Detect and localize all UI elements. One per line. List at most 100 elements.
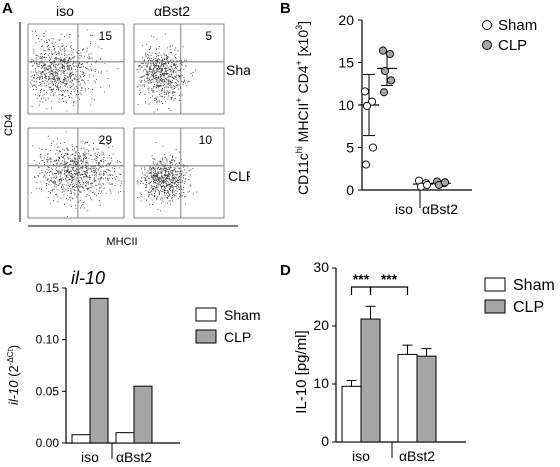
flow-event-dot bbox=[65, 162, 67, 164]
flow-event-dot bbox=[103, 152, 105, 154]
flow-event-dot bbox=[44, 64, 46, 66]
flow-event-dot bbox=[59, 183, 60, 185]
flow-event-dot bbox=[141, 193, 142, 195]
flow-event-dot bbox=[56, 72, 58, 74]
flow-event-dot bbox=[65, 163, 67, 165]
flow-event-dot bbox=[70, 161, 72, 162]
flow-event-dot bbox=[147, 74, 149, 75]
flow-event-dot bbox=[70, 205, 72, 207]
flow-event-dot bbox=[153, 172, 155, 173]
flow-event-dot bbox=[108, 182, 110, 184]
flow-event-dot bbox=[73, 62, 75, 64]
flow-event-dot bbox=[50, 143, 52, 144]
flow-event-dot bbox=[178, 187, 180, 188]
flow-event-dot bbox=[151, 68, 153, 70]
flow-event-dot bbox=[49, 71, 51, 73]
flow-event-dot bbox=[147, 170, 149, 172]
flow-event-dot bbox=[69, 64, 71, 66]
flow-event-dot bbox=[162, 181, 164, 183]
flow-event-dot bbox=[84, 155, 86, 157]
flow-event-dot bbox=[186, 81, 188, 83]
flow-event-dot bbox=[164, 91, 166, 93]
flow-event-dot bbox=[78, 189, 80, 191]
flow-event-dot bbox=[188, 80, 190, 82]
flow-event-dot bbox=[155, 86, 157, 87]
flow-event-dot bbox=[41, 169, 43, 171]
flow-event-dot bbox=[67, 154, 69, 156]
flow-event-dot bbox=[107, 78, 109, 80]
flow-event-dot bbox=[91, 98, 93, 100]
flow-event-dot bbox=[154, 168, 156, 170]
flow-event-dot bbox=[70, 73, 72, 75]
flow-event-dot bbox=[73, 102, 75, 103]
flow-event-dot bbox=[39, 73, 41, 75]
flow-event-dot bbox=[183, 82, 184, 83]
flow-event-dot bbox=[162, 81, 164, 83]
flow-event-dot bbox=[184, 196, 186, 198]
flow-event-dot bbox=[65, 58, 67, 60]
flow-event-dot bbox=[50, 80, 52, 82]
flow-event-dot bbox=[72, 174, 74, 175]
flow-event-dot bbox=[182, 46, 184, 48]
panel-label-c: C bbox=[2, 262, 13, 279]
flow-event-dot bbox=[103, 187, 105, 189]
flow-event-dot bbox=[31, 65, 33, 67]
flow-event-dot bbox=[103, 166, 105, 168]
flow-event-dot bbox=[161, 199, 163, 201]
flow-event-dot bbox=[167, 191, 168, 193]
flow-event-dot bbox=[162, 179, 164, 181]
flow-event-dot bbox=[173, 194, 174, 196]
flow-event-dot bbox=[165, 63, 166, 64]
flow-event-dot bbox=[169, 45, 171, 47]
flow-event-dot bbox=[96, 194, 98, 196]
flow-event-dot bbox=[83, 72, 84, 74]
flow-event-dot bbox=[152, 91, 154, 93]
flow-event-dot bbox=[152, 188, 154, 190]
flow-event-dot bbox=[81, 55, 82, 57]
flow-event-dot bbox=[141, 77, 143, 79]
flow-event-dot bbox=[184, 79, 185, 81]
flow-event-dot bbox=[151, 173, 152, 175]
flow-event-dot bbox=[164, 68, 166, 70]
flow-event-dot bbox=[170, 186, 172, 188]
flow-event-dot bbox=[52, 53, 54, 55]
flow-event-dot bbox=[45, 30, 47, 32]
flow-event-dot bbox=[187, 191, 189, 193]
flow-event-dot bbox=[59, 180, 61, 182]
flow-event-dot bbox=[39, 173, 41, 175]
flow-event-dot bbox=[67, 65, 69, 67]
flow-event-dot bbox=[74, 154, 76, 156]
flow-event-dot bbox=[84, 151, 86, 153]
flow-event-dot bbox=[181, 170, 183, 172]
flow-event-dot bbox=[170, 82, 172, 84]
flow-event-dot bbox=[44, 59, 46, 61]
flow-event-dot bbox=[168, 87, 169, 89]
flow-event-dot bbox=[86, 62, 88, 64]
flow-event-dot bbox=[170, 185, 172, 187]
flow-event-dot bbox=[150, 55, 152, 57]
flow-event-dot bbox=[53, 73, 55, 75]
flow-event-dot bbox=[48, 184, 50, 186]
flow-event-dot bbox=[63, 72, 65, 74]
flow-event-dot bbox=[75, 79, 77, 81]
flow-event-dot bbox=[71, 50, 73, 52]
flow-event-dot bbox=[67, 68, 68, 69]
flow-event-dot bbox=[94, 181, 96, 183]
flow-event-dot bbox=[166, 167, 168, 169]
flow-event-dot bbox=[58, 63, 59, 65]
flow-event-dot bbox=[59, 81, 61, 82]
flow-event-dot bbox=[90, 43, 91, 44]
flow-event-dot bbox=[41, 46, 43, 47]
flow-event-dot bbox=[173, 177, 175, 178]
flow-event-dot bbox=[154, 99, 156, 101]
flow-event-dot bbox=[89, 187, 91, 189]
flow-event-dot bbox=[72, 176, 73, 178]
flow-event-dot bbox=[185, 85, 187, 87]
flow-event-dot bbox=[55, 58, 57, 60]
flow-event-dot bbox=[168, 184, 170, 186]
flow-event-dot bbox=[175, 182, 176, 184]
flow-event-dot bbox=[156, 53, 157, 55]
flow-event-dot bbox=[63, 72, 64, 74]
flow-event-dot bbox=[38, 62, 40, 64]
flow-event-dot bbox=[172, 189, 174, 191]
